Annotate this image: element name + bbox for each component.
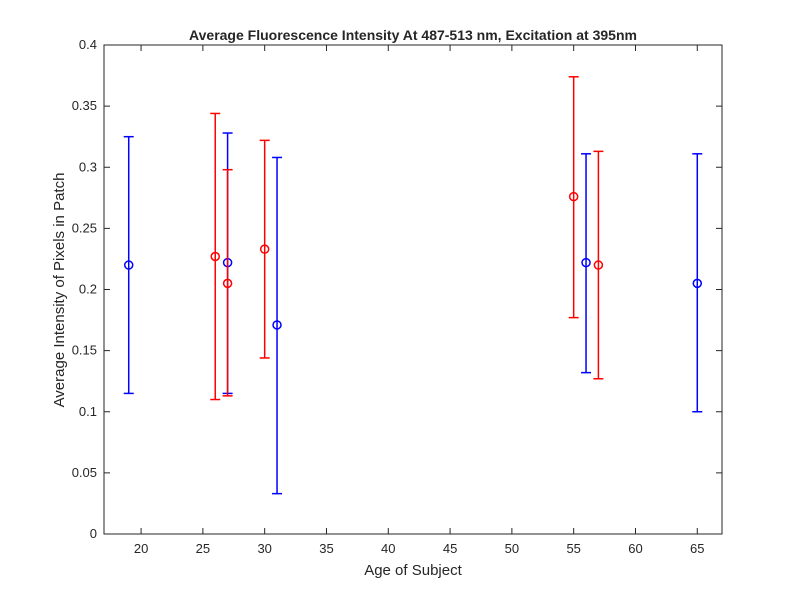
data-point-group: [593, 150, 604, 380]
plot-area: [103, 44, 723, 535]
x-tick-label: 50: [505, 541, 519, 556]
x-tick-label: 30: [257, 541, 271, 556]
y-tick-label: 0.05: [72, 465, 97, 480]
data-point-group: [692, 153, 703, 413]
x-tick-label: 40: [381, 541, 395, 556]
data-point: [692, 278, 703, 289]
data-point-group: [272, 156, 283, 495]
x-tick-label: 60: [628, 541, 642, 556]
y-tick-label: 0.4: [79, 37, 97, 52]
y-tick-label: 0: [90, 526, 97, 541]
data-point: [123, 260, 134, 270]
y-tick-label: 0.1: [79, 404, 97, 419]
y-tick-label: 0.3: [79, 159, 97, 174]
data-point: [568, 191, 579, 202]
y-tick-label: 0.25: [72, 220, 97, 235]
chart-title: Average Fluorescence Intensity At 487-51…: [189, 27, 637, 43]
data-point-group: [259, 139, 270, 359]
x-tick-label: 35: [319, 541, 333, 556]
data-point-group: [581, 153, 592, 374]
data-point: [593, 260, 604, 270]
data-point: [272, 320, 282, 330]
x-tick-label: 55: [566, 541, 580, 556]
data-point-group: [123, 135, 134, 395]
data-point: [222, 278, 233, 289]
x-tick-label: 20: [134, 541, 148, 556]
x-tick-label: 25: [196, 541, 210, 556]
data-point-group: [222, 168, 233, 397]
data-point-group: [210, 112, 221, 401]
x-axis-label: Age of Subject: [364, 562, 462, 579]
y-tick-label: 0.35: [72, 98, 97, 113]
data-point-group: [568, 76, 579, 319]
x-tick-label: 65: [690, 541, 704, 556]
x-tick-label: 45: [443, 541, 457, 556]
data-point: [259, 244, 270, 254]
y-axis-label: Average Intensity of Pixels in Patch: [51, 173, 68, 408]
y-tick-label: 0.2: [79, 282, 97, 297]
y-tick-label: 0.15: [72, 343, 97, 358]
data-point: [210, 251, 220, 262]
data-point: [581, 257, 591, 268]
